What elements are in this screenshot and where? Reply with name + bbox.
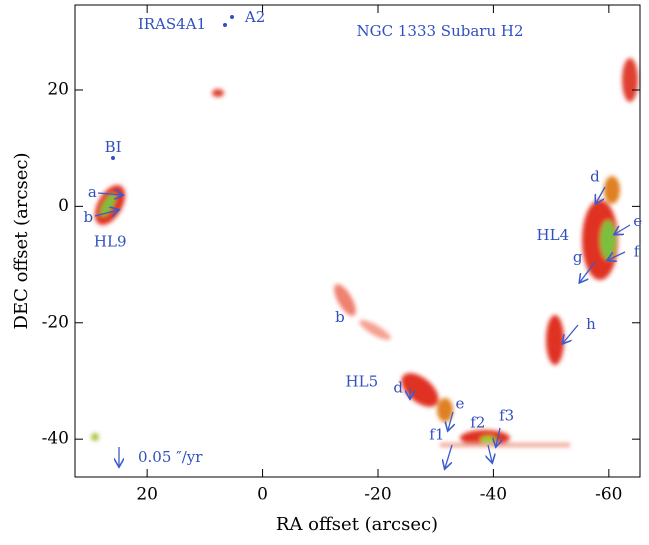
annotation: f (634, 242, 641, 260)
y-tick-label: 0 (58, 196, 69, 216)
x-tick-label: -20 (364, 485, 391, 505)
annotation: f2 (470, 413, 485, 431)
annotation: A2 (244, 8, 265, 26)
emission (91, 58, 638, 447)
annotation: IRAS4A1 (138, 15, 206, 33)
y-tick-label: -20 (42, 312, 69, 332)
y-axis-label: DEC offset (arcsec) (11, 153, 32, 330)
annotation: d (590, 167, 600, 185)
annotation: f3 (499, 406, 514, 424)
annotation: d (393, 379, 403, 397)
x-tick-label: -60 (595, 485, 622, 505)
annotation: HL4 (537, 226, 570, 244)
x-axis-label: RA offset (arcsec) (276, 514, 438, 535)
annotation: e (455, 394, 464, 412)
x-tick-label: 20 (136, 485, 158, 505)
y-tick-label: 20 (47, 79, 69, 99)
annotation: h (586, 315, 596, 333)
annotation: e (633, 212, 642, 230)
annotation: f1 (429, 426, 444, 444)
annotation: HL9 (94, 232, 127, 250)
annotation: b (83, 208, 93, 226)
annotation: g (573, 248, 583, 266)
y-tick-label: -40 (42, 429, 69, 449)
chart-title: NGC 1333 Subaru H2 (357, 22, 524, 40)
arrows (94, 15, 631, 468)
x-tick-label: 0 (257, 485, 268, 505)
x-tick-label: -40 (480, 485, 507, 505)
plot-frame (74, 4, 641, 478)
annotation: HL5 (346, 373, 379, 391)
annotation: BI (105, 138, 122, 156)
annotation: 0.05 ″/yr (138, 448, 203, 466)
annotation: b (335, 308, 345, 326)
annotation: a (88, 183, 97, 201)
